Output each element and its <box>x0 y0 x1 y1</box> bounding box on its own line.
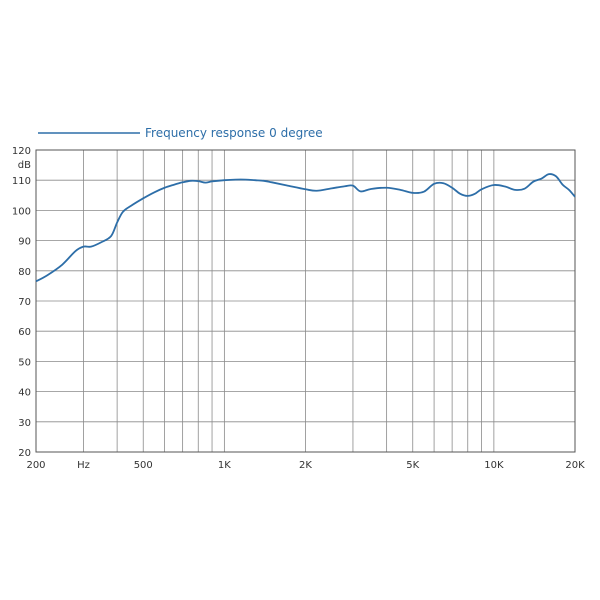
y-tick-label: 50 <box>18 357 31 368</box>
y-axis: dB 20 30 40 50 60 70 80 90 100 110 120 <box>12 146 31 459</box>
y-tick-label: 40 <box>18 388 31 399</box>
legend: Frequency response 0 degree <box>38 126 323 140</box>
x-tick-label: 20K <box>565 460 585 471</box>
y-tick-label: 20 <box>18 448 31 459</box>
x-tick-label: 2K <box>299 460 312 471</box>
y-tick-label: 70 <box>18 297 31 308</box>
legend-label: Frequency response 0 degree <box>145 126 323 140</box>
y-axis-unit: dB <box>18 160 31 171</box>
x-axis: 200 Hz 500 1K 2K 5K 10K 20K <box>26 460 585 471</box>
plot-frame <box>35 149 576 453</box>
y-tick-label: 100 <box>12 206 31 217</box>
y-tick-label: 90 <box>18 237 31 248</box>
y-tick-label: 80 <box>18 267 31 278</box>
y-tick-label: 120 <box>12 146 31 157</box>
y-tick-label: 30 <box>18 418 31 429</box>
y-tick-label: 60 <box>18 327 31 338</box>
x-tick-label: 200 <box>26 460 45 471</box>
series-line <box>35 173 576 283</box>
grid <box>35 149 576 453</box>
y-tick-label: 110 <box>12 176 31 187</box>
x-tick-label: 5K <box>406 460 419 471</box>
x-tick-label: 1K <box>218 460 231 471</box>
x-tick-label: Hz <box>77 460 90 471</box>
x-tick-label: 500 <box>134 460 153 471</box>
series-layer <box>35 173 576 283</box>
x-tick-label: 10K <box>484 460 504 471</box>
